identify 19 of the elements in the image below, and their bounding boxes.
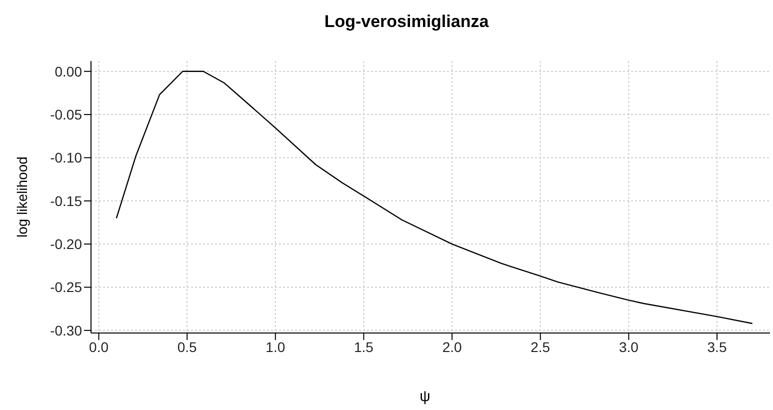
x-tick-label: 1.0 — [266, 338, 286, 355]
y-tick-label: -0.05 — [50, 106, 82, 123]
y-tick-label: -0.25 — [50, 279, 82, 296]
y-tick-label: -0.15 — [50, 192, 82, 209]
y-axis-title: log likelihood — [14, 156, 30, 238]
x-tick-label: 0.0 — [89, 338, 109, 355]
x-tick-label: 2.0 — [442, 338, 462, 355]
y-tick-label: -0.10 — [50, 150, 82, 166]
x-tick-label: 0.5 — [177, 338, 198, 355]
x-axis-title: ψ — [418, 388, 432, 405]
chart-title: Log-verosimiglianza — [323, 12, 490, 32]
y-tick-label: -0.30 — [50, 322, 82, 338]
x-tick-label: 2.5 — [530, 338, 550, 355]
x-tick-label: 1.5 — [354, 338, 374, 355]
y-tick-label: 0.00 — [54, 63, 82, 80]
x-tick-label: 3.5 — [707, 338, 727, 355]
y-tick-label: -0.20 — [50, 236, 82, 252]
x-tick-label: 3.0 — [618, 338, 639, 355]
line-series — [116, 70, 753, 324]
